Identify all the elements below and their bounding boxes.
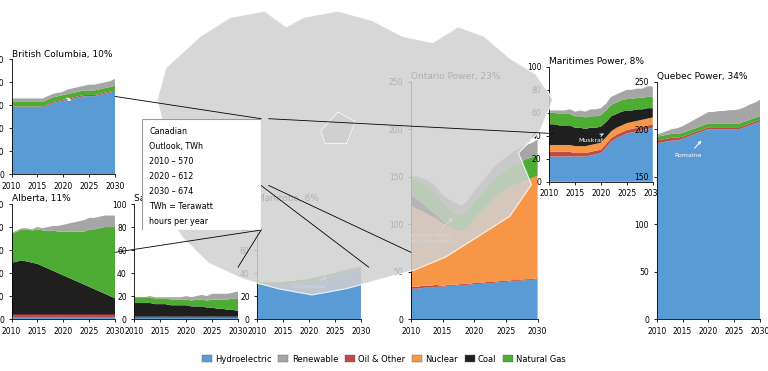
Text: 2030 – 674: 2030 – 674 xyxy=(149,187,194,196)
Text: TWh = Terawatt: TWh = Terawatt xyxy=(149,202,213,211)
Polygon shape xyxy=(157,11,553,295)
Text: Canadian: Canadian xyxy=(149,127,187,135)
Text: Romaine: Romaine xyxy=(674,141,701,158)
Text: British Columbia, 10%: British Columbia, 10% xyxy=(12,50,112,59)
Text: Nuclear Plant
Refurbishments: Nuclear Plant Refurbishments xyxy=(406,219,455,244)
Text: Muskrat: Muskrat xyxy=(578,134,604,143)
Text: 2020 – 612: 2020 – 612 xyxy=(149,171,194,181)
Text: Maritimes Power, 8%: Maritimes Power, 8% xyxy=(549,57,644,66)
Text: Ontario Power, 23%: Ontario Power, 23% xyxy=(411,72,501,81)
Text: Quebec Power, 34%: Quebec Power, 34% xyxy=(657,72,747,81)
Text: 2010 – 570: 2010 – 570 xyxy=(149,157,194,165)
Text: Conawapa: Conawapa xyxy=(293,277,326,289)
Text: Outlook, TWh: Outlook, TWh xyxy=(149,142,204,151)
Text: hours per year: hours per year xyxy=(149,217,208,226)
Text: Alberta, 11%: Alberta, 11% xyxy=(12,194,70,203)
Text: Site C: Site C xyxy=(44,89,70,100)
Text: Manitoba, 6%: Manitoba, 6% xyxy=(257,194,319,203)
Text: Saskatchewan, 4%: Saskatchewan, 4% xyxy=(134,194,220,203)
Legend: Hydroelectric, Renewable, Oil & Other, Nuclear, Coal, Natural Gas: Hydroelectric, Renewable, Oil & Other, N… xyxy=(199,351,569,367)
Polygon shape xyxy=(321,112,355,144)
FancyBboxPatch shape xyxy=(142,119,261,230)
